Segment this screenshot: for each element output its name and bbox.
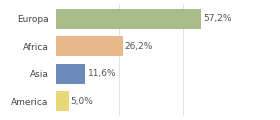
Bar [56,91,69,111]
Bar [56,64,85,84]
Text: 5,0%: 5,0% [71,97,94,106]
Text: 57,2%: 57,2% [203,14,232,23]
Text: 11,6%: 11,6% [87,69,116,78]
Bar [56,9,201,29]
Text: 26,2%: 26,2% [125,42,153,51]
Bar [56,36,123,56]
